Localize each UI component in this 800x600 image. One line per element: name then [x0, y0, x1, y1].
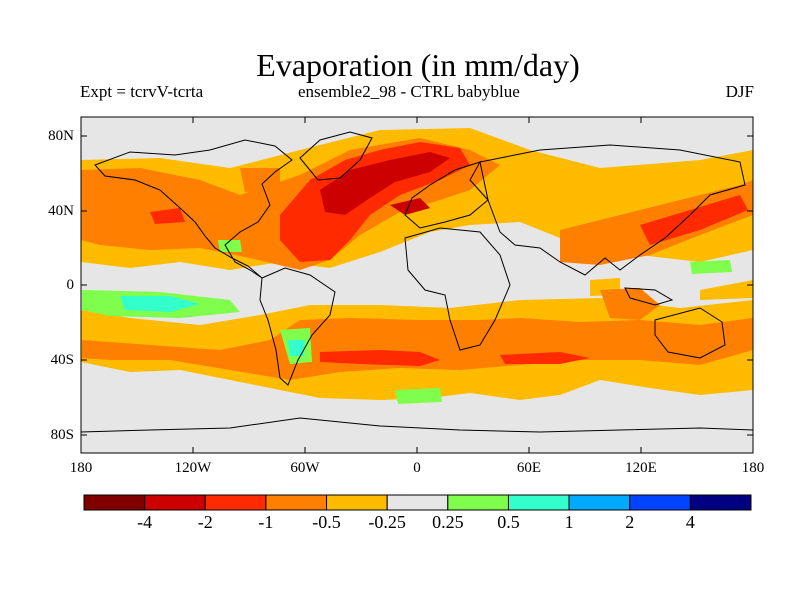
lon-tick-120e: 120E [625, 460, 657, 476]
colorbar-label: 2 [625, 512, 635, 532]
coast-antarctica [81, 417, 753, 433]
coast-asia [479, 144, 746, 276]
colorbar-swatch [629, 494, 691, 511]
coast-maritime [624, 287, 674, 306]
colorbar-label: 0.25 [432, 512, 464, 532]
colorbar-swatch [326, 494, 388, 511]
colorbar-label: -4 [137, 512, 153, 532]
lat-tick-eq: 0 [66, 277, 75, 293]
colorbar-label: 4 [685, 512, 695, 532]
lon-tick-0: 0 [413, 460, 421, 476]
colorbar-swatch [265, 494, 328, 511]
contour-band-positive-05-1 [120, 296, 305, 356]
colorbar-label: -2 [197, 512, 213, 532]
lon-tick-60w: 60W [290, 460, 320, 476]
season-label: DJF [725, 82, 754, 101]
experiment-label: Expt = tcrvV-tcrta [80, 82, 204, 101]
coast-africa [404, 227, 511, 351]
coast-south-america [259, 267, 336, 386]
colorbar-swatch [204, 494, 267, 511]
coast-north-america [94, 139, 293, 279]
coastlines [81, 131, 753, 433]
lon-tick-180w: 180 [69, 460, 93, 476]
colorbar [83, 494, 752, 511]
lat-tick-80n: 80N [48, 128, 74, 144]
coast-australia [654, 307, 726, 359]
colorbar-swatch [507, 494, 570, 511]
colorbar-swatch [144, 494, 206, 511]
colorbar-label: 1 [564, 512, 574, 532]
colorbar-swatch [689, 494, 752, 511]
coast-greenland [299, 131, 373, 181]
colorbar-label: -1 [258, 512, 274, 532]
colorbar-label: 0.5 [497, 512, 520, 532]
colorbar-swatch [568, 494, 631, 511]
lat-tick-80s: 80S [50, 427, 74, 443]
ensemble-label: ensemble2_98 - CTRL babyblue [298, 82, 520, 101]
contour-band-2-4 [320, 152, 450, 215]
colorbar-label: -0.5 [312, 512, 341, 532]
colorbar-swatch [83, 494, 146, 511]
lon-tick-60e: 60E [516, 460, 542, 476]
colorbar-label: -0.25 [368, 512, 406, 532]
lon-tick-120w: 120W [174, 460, 212, 476]
colorbar-swatch [386, 494, 449, 511]
plot-title: Evaporation (in mm/day) [256, 47, 580, 83]
lon-tick-180e: 180 [741, 460, 765, 476]
lat-tick-40n: 40N [48, 203, 74, 219]
lat-tick-40s: 40S [50, 352, 74, 368]
evaporation-field [81, 117, 753, 453]
axis-ticks [81, 117, 753, 453]
colorbar-swatch [447, 494, 509, 511]
